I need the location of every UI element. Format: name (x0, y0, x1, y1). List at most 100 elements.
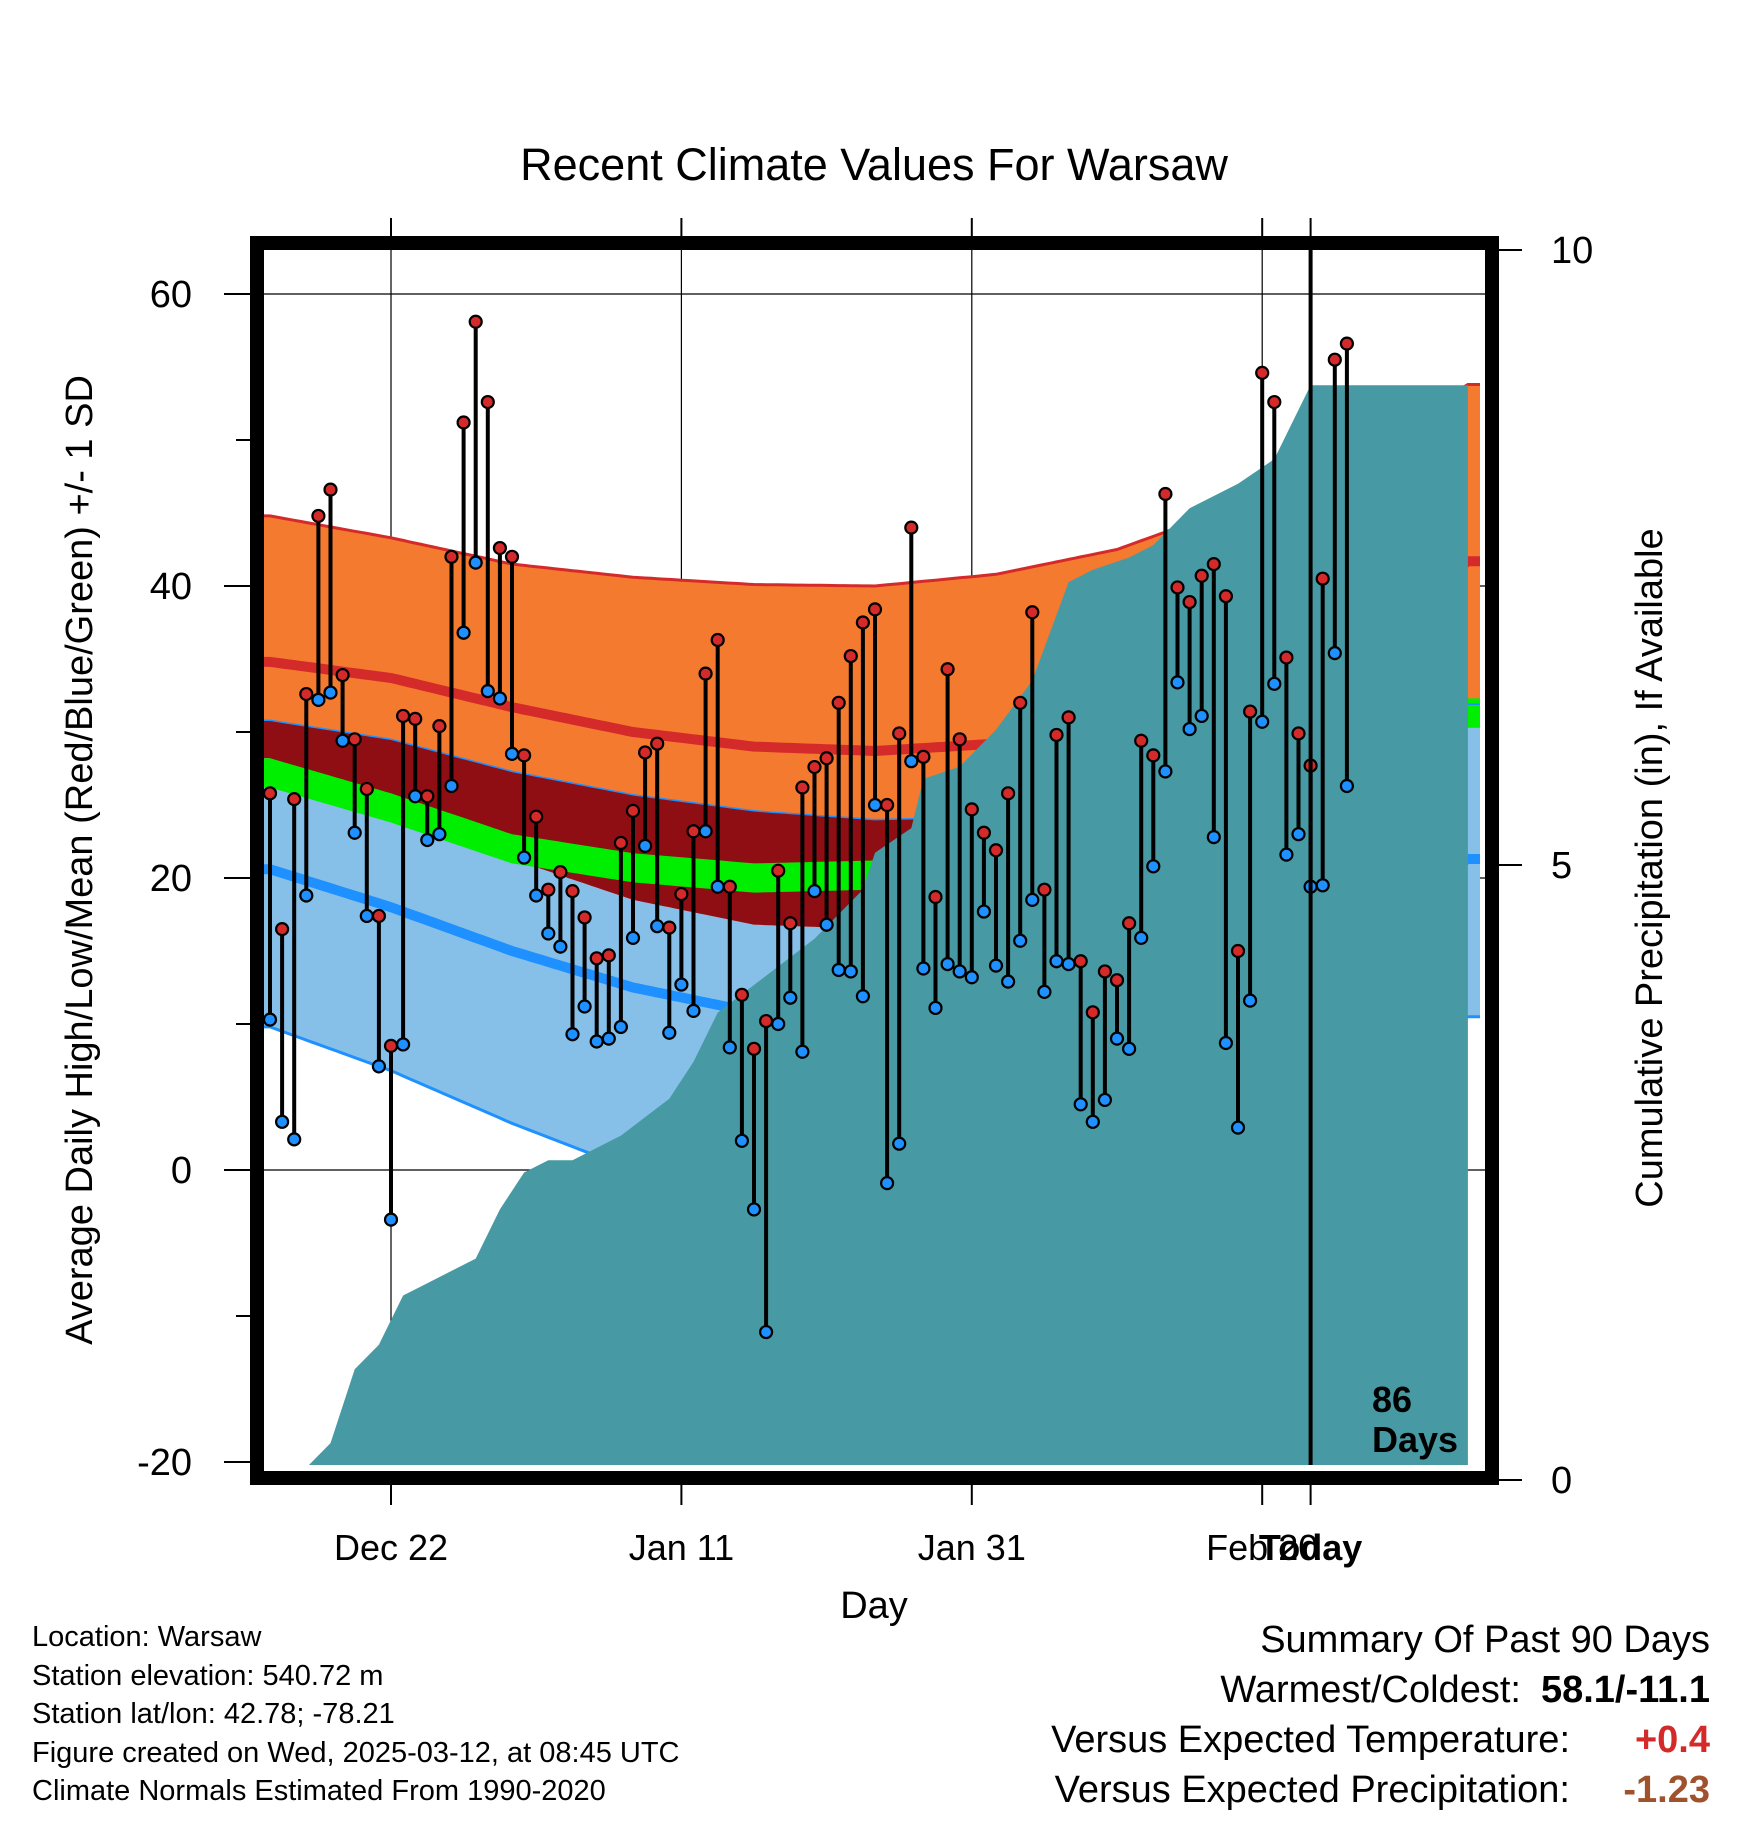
daily-high-point (867, 602, 883, 617)
daily-high-point (1279, 650, 1294, 665)
daily-low-point (299, 888, 314, 903)
daily-low-point (1013, 933, 1028, 948)
daily-high-point (1049, 727, 1064, 743)
daily-high-point (734, 987, 750, 1002)
daily-low-point (892, 1136, 907, 1151)
summary-warmest-label: Warmest/Coldest: (1220, 1669, 1521, 1711)
daily-low-point (916, 961, 931, 976)
today-marker: 86 Days (1308, 250, 1458, 1465)
x-tick-label: Jan 11 (629, 1527, 734, 1568)
daily-low-point (1279, 847, 1294, 862)
y2-tick-label: 5 (1551, 845, 1572, 887)
daily-low-point (1025, 892, 1040, 908)
x-axis-label: Day (840, 1585, 908, 1627)
daily-low-point (1121, 1041, 1137, 1056)
x-tick-label: Feb 20 (1206, 1527, 1318, 1568)
daily-low-point (601, 1031, 616, 1046)
summary-panel: Summary Of Past 90 Days Warmest/Coldest:… (1051, 1615, 1710, 1815)
daily-low-point (1134, 930, 1149, 945)
daily-low-point (940, 957, 955, 972)
daily-low-point (1291, 827, 1306, 842)
daily-low-point (262, 1012, 278, 1027)
daily-high-point (299, 686, 314, 702)
y2-tick-label: 10 (1551, 230, 1593, 272)
daily-high-point (444, 549, 459, 564)
daily-high-point (1327, 352, 1342, 367)
daily-low-point (674, 977, 689, 992)
daily-high-point (1013, 695, 1028, 710)
daily-high-point (637, 745, 653, 760)
daily-high-point (710, 632, 725, 648)
daily-high-point (287, 792, 302, 807)
daily-high-point (1170, 580, 1185, 595)
daily-high-point (1061, 710, 1076, 725)
daily-low-point (335, 733, 350, 748)
daily-low-point (1206, 830, 1221, 845)
daily-high-point (383, 1038, 399, 1054)
info-elevation: Station elevation: 540.72 m (32, 1659, 384, 1692)
daily-low-point (1218, 1035, 1234, 1051)
daily-high-point (577, 910, 592, 925)
daily-low-point (1085, 1114, 1100, 1129)
daily-low-point (311, 692, 326, 707)
x-tick-label: Dec 22 (334, 1527, 448, 1568)
daily-high-point (1097, 964, 1113, 979)
daily-low-point (613, 1019, 629, 1035)
daily-high-point (686, 824, 701, 839)
daily-low-point (468, 555, 483, 570)
daily-high-point (1255, 365, 1270, 380)
daily-high-point (262, 786, 278, 801)
station-info: Location: Warsaw Station elevation: 540.… (32, 1618, 680, 1811)
daily-low-point (1194, 708, 1209, 724)
y-tick-label: 40 (150, 566, 192, 608)
daily-high-point (1291, 726, 1306, 741)
daily-high-point (1134, 733, 1149, 748)
daily-high-point (746, 1041, 762, 1056)
info-normals: Climate Normals Estimated From 1990-2020 (32, 1775, 606, 1807)
summary-temp-value: +0.4 (1634, 1719, 1710, 1761)
daily-low-point (1242, 993, 1258, 1008)
daily-low-point (287, 1132, 302, 1147)
daily-low-point (879, 1176, 895, 1191)
daily-high-point (855, 615, 871, 630)
daily-high-point (795, 780, 810, 795)
mean-normal-band (264, 698, 1480, 893)
daily-low-point (686, 1003, 701, 1018)
daily-high-point (311, 508, 326, 524)
daily-high-point (1073, 954, 1088, 969)
daily-high-point (359, 781, 374, 797)
daily-high-point (783, 916, 798, 931)
daily-high-point (1339, 336, 1355, 351)
daily-high-point (468, 314, 483, 329)
today-days-count: 86 (1372, 1379, 1412, 1420)
plot-frame (250, 236, 1499, 1485)
y-tick-label: 60 (150, 274, 192, 316)
info-location: Location: Warsaw (32, 1621, 262, 1653)
daily-high-point (988, 843, 1004, 858)
daily-low-point (1061, 957, 1076, 972)
daily-high-point (964, 802, 979, 817)
daily-low-point (1073, 1097, 1088, 1112)
daily-high-point (275, 921, 290, 937)
x-tick-label: Today (1259, 1527, 1362, 1568)
daily-low-point (432, 827, 447, 842)
daily-high-point (1121, 916, 1137, 931)
info-created: Figure created on Wed, 2025-03-12, at 08… (32, 1736, 680, 1769)
daily-high-point (892, 726, 907, 741)
daily-low-point (795, 1044, 810, 1059)
today-days-label: Days (1372, 1419, 1458, 1460)
daily-high-point (529, 809, 544, 824)
summary-temp-label: Versus Expected Temperature: (1051, 1719, 1570, 1761)
daily-high-point (601, 948, 616, 963)
daily-low-point (589, 1034, 604, 1049)
daily-high-point (516, 748, 532, 763)
daily-high-point (1158, 486, 1173, 502)
y-tick-label: 0 (171, 1150, 192, 1192)
daily-low-point (1170, 675, 1185, 690)
daily-low-point (843, 964, 858, 979)
daily-low-point (541, 926, 556, 941)
daily-high-point (1025, 605, 1040, 620)
daily-low-point (529, 888, 544, 903)
daily-high-point (879, 797, 895, 813)
